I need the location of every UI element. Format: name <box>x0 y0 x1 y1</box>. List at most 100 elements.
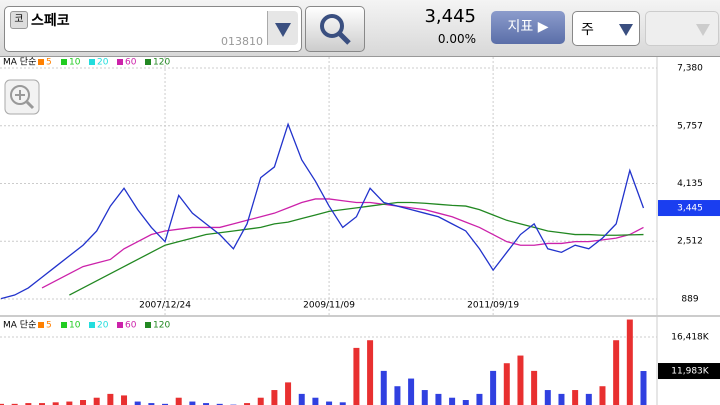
arrow <box>696 24 710 36</box>
volume-bar <box>298 393 305 405</box>
period-select[interactable]: 주 <box>572 11 640 46</box>
volume-bar <box>339 402 346 405</box>
volume-bar <box>189 401 196 405</box>
volume-bar <box>121 395 128 405</box>
y-tick-label: 5,757 <box>677 121 703 131</box>
volume-bar <box>531 370 538 405</box>
legend-entry: 20 <box>97 58 109 68</box>
volume-bar <box>285 382 292 405</box>
x-tick-label: 2007/12/24 <box>139 301 191 311</box>
legend-entry: 10 <box>69 321 81 331</box>
volume-bar <box>353 347 360 405</box>
legend-swatch <box>89 322 95 328</box>
dropdown-button[interactable] <box>267 11 298 45</box>
legend-swatch <box>61 322 67 328</box>
volume-bar <box>435 393 442 405</box>
legend-entry: 120 <box>153 321 170 331</box>
volume-bar <box>25 403 32 405</box>
legend-swatch <box>38 322 44 328</box>
search-button[interactable] <box>305 6 365 52</box>
price-line <box>0 122 645 300</box>
volume-bar <box>93 397 100 405</box>
y-tick-label: 2,512 <box>677 237 703 247</box>
volume-bar <box>203 403 210 405</box>
legend-entry: 60 <box>125 58 137 68</box>
volume-bar <box>244 403 251 405</box>
volume-bar <box>216 403 223 405</box>
legend-entry: 10 <box>69 58 81 68</box>
volume-bar <box>613 340 620 405</box>
legend-swatch <box>61 59 67 65</box>
volume-bar <box>517 355 524 405</box>
volume-bar <box>66 401 73 405</box>
volume-bar <box>80 400 87 405</box>
period: 주 <box>581 22 594 38</box>
indicator-button[interactable]: 지표 ▶ <box>491 11 565 44</box>
volume-bar <box>626 319 633 405</box>
stock-name: 스페코 <box>31 13 70 29</box>
volume-bar <box>162 403 169 405</box>
arrow <box>275 23 291 37</box>
volume-bar <box>421 390 428 405</box>
volume-bar <box>271 390 278 405</box>
y-tick-label: 889 <box>681 294 698 304</box>
stock-field[interactable]: 코 스페코 013810 <box>4 6 302 52</box>
volume-bar <box>39 403 46 405</box>
volume-bar <box>558 393 565 405</box>
volume-bar <box>367 340 374 405</box>
volume-bar <box>449 397 456 405</box>
volume-bar <box>599 386 606 405</box>
current-price-label: 3,445 <box>677 204 703 214</box>
volume-bar <box>462 400 469 405</box>
volume-bar <box>544 390 551 405</box>
volume-bar <box>52 402 59 405</box>
volume-bar <box>572 390 579 405</box>
volume-bar <box>257 397 264 405</box>
zoom-button[interactable] <box>4 79 40 115</box>
price: 3,445 <box>424 6 476 27</box>
ma-line <box>69 201 644 296</box>
disabled-select <box>645 11 719 46</box>
current-volume-box <box>658 363 720 380</box>
volume-bar <box>312 397 319 405</box>
legend-entry: 5 <box>46 321 52 331</box>
volume-bar <box>148 403 155 405</box>
volume-bar <box>380 370 387 405</box>
y-tick-label: 16,418K <box>671 333 709 343</box>
legend-swatch <box>117 59 123 65</box>
y-tick-label: 4,135 <box>677 179 703 189</box>
x-tick-label: 2011/09/19 <box>467 301 519 311</box>
current-price-box <box>658 200 720 217</box>
legend-swatch <box>38 59 44 65</box>
toolbar: 코 스페코 013810 3,445 0.00% 지표 ▶ 주 <box>0 0 720 57</box>
ma-line <box>41 198 644 289</box>
volume-bar <box>0 403 4 405</box>
volume-bar <box>175 397 182 405</box>
stock-code: 013810 <box>221 35 263 48</box>
legend-entry: 20 <box>97 321 109 331</box>
legend-entry: 5 <box>46 58 52 68</box>
volume-bar <box>503 363 510 405</box>
volume-bar <box>11 403 18 405</box>
volume-bar <box>476 393 483 405</box>
legend-swatch <box>89 59 95 65</box>
legend-swatch <box>117 322 123 328</box>
market-icon: 코 <box>10 11 28 29</box>
legend-swatch <box>145 59 151 65</box>
volume-bar <box>134 401 141 405</box>
volume-bar <box>326 401 333 405</box>
legend-entry: 60 <box>125 321 137 331</box>
search-icon <box>320 14 351 45</box>
volume-bar <box>490 370 497 405</box>
y-tick-label: 7,380 <box>677 63 703 73</box>
current-volume-label: 11,983K <box>671 367 709 377</box>
legend-swatch <box>145 322 151 328</box>
x-tick-label: 2009/11/09 <box>303 301 355 311</box>
arrow <box>619 24 633 36</box>
volume-bar <box>107 393 114 405</box>
volume-bar <box>585 393 592 405</box>
legend-label: MA 단순 <box>3 320 36 331</box>
volume-bar <box>640 371 647 405</box>
